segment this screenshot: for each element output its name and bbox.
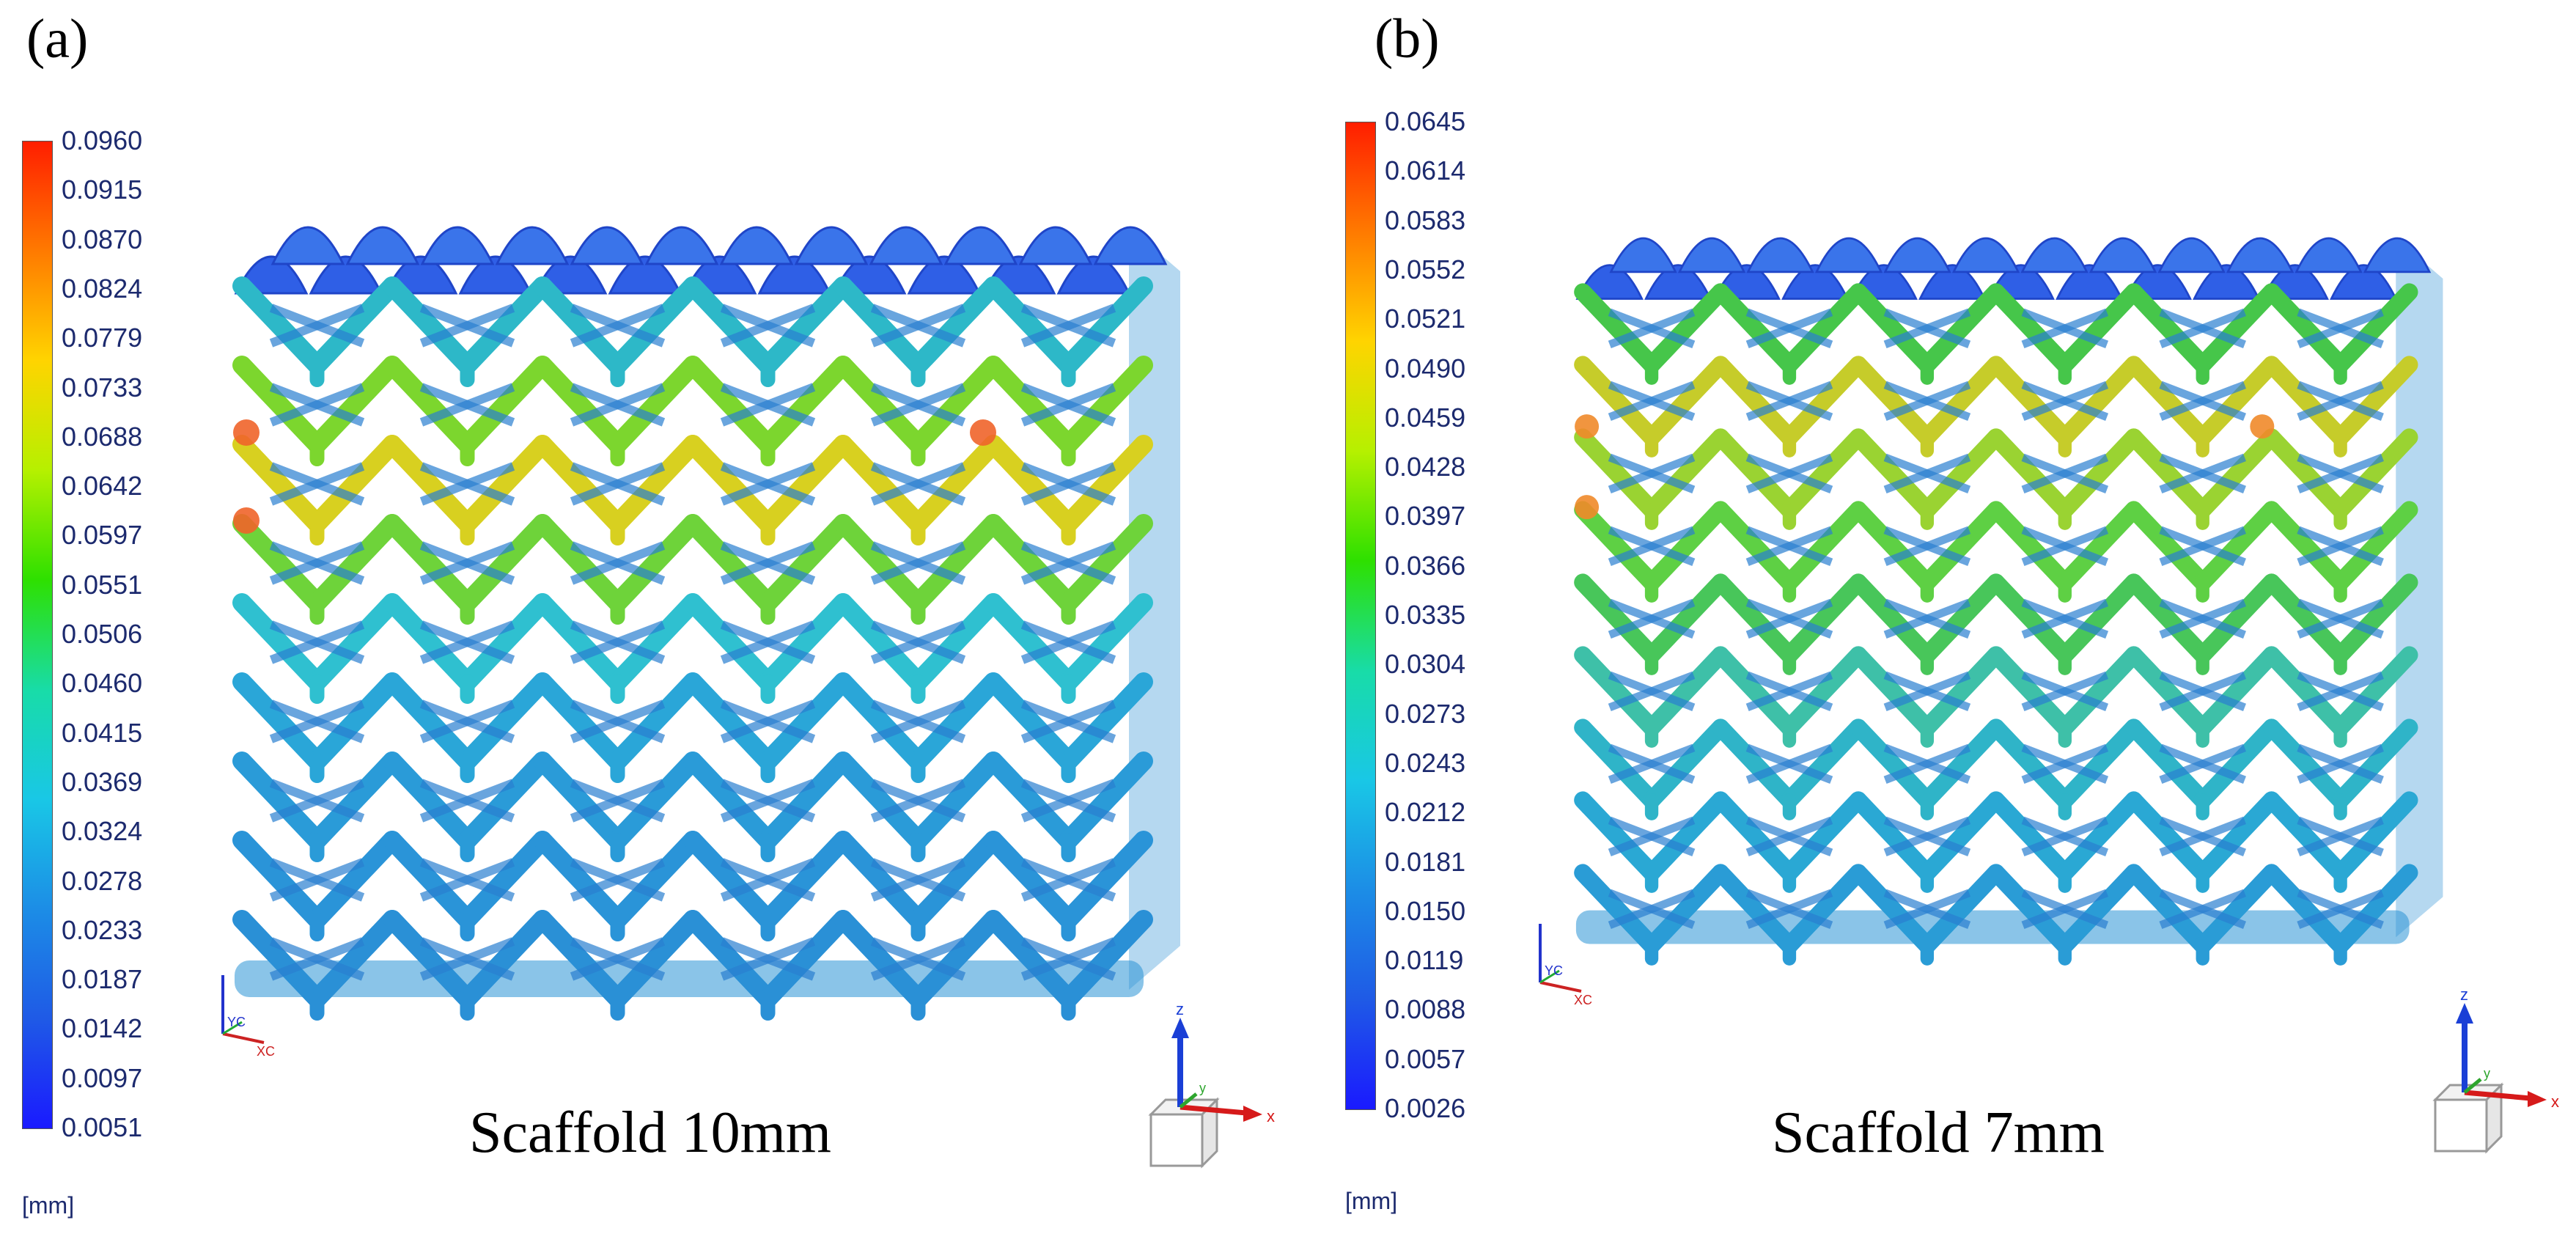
legend-tick: 0.0335 xyxy=(1385,600,1466,630)
scaffold-render xyxy=(1574,237,2443,966)
legend-tick: 0.0051 xyxy=(62,1112,143,1142)
legend-tick: 0.0960 xyxy=(62,125,143,155)
legend-tick: 0.0583 xyxy=(1385,205,1466,235)
legend-tick: 0.0181 xyxy=(1385,846,1466,877)
legend-tick: 0.0212 xyxy=(1385,797,1466,828)
legend-tick: 0.0915 xyxy=(62,174,143,205)
legend-tick: 0.0460 xyxy=(62,668,143,699)
color-legend-ticks: 0.0645 0.0614 0.0583 0.0552 0.0521 0.049… xyxy=(1385,106,1546,1123)
scaffold-render xyxy=(232,226,1180,1021)
view-triad-small: YC XC xyxy=(221,975,275,1059)
axis-label-x: x xyxy=(1267,1107,1275,1125)
axis-label-yc: YC xyxy=(1545,963,1563,978)
legend-tick: 0.0642 xyxy=(62,471,143,501)
panel-b: (b) 0.0645 0.0614 0.0583 0.0552 0.0521 0… xyxy=(1288,0,2576,1242)
legend-tick: 0.0088 xyxy=(1385,994,1466,1025)
legend-tick: 0.0304 xyxy=(1385,649,1466,680)
legend-tick: 0.0324 xyxy=(62,816,143,847)
legend-tick: 0.0233 xyxy=(62,914,143,945)
axis-label-z: z xyxy=(2460,990,2468,1004)
legend-tick: 0.0119 xyxy=(1385,945,1464,976)
legend-tick: 0.0614 xyxy=(1385,155,1466,186)
view-triad-small: YC XC xyxy=(1539,924,1592,1007)
legend-tick: 0.0870 xyxy=(62,224,143,254)
legend-tick: 0.0273 xyxy=(1385,698,1466,729)
legend-tick: 0.0551 xyxy=(62,569,143,600)
legend-tick: 0.0688 xyxy=(62,421,143,452)
legend-tick: 0.0552 xyxy=(1385,254,1466,284)
view-triad-cube: z x y xyxy=(2432,990,2559,1154)
legend-tick: 0.0187 xyxy=(62,964,143,995)
color-legend-bar xyxy=(1345,122,1376,1110)
color-legend-bar xyxy=(22,141,53,1129)
legend-unit: [mm] xyxy=(1345,1188,1398,1214)
legend-tick: 0.0521 xyxy=(1385,304,1466,334)
legend-tick: 0.0597 xyxy=(62,520,143,551)
panel-label: (b) xyxy=(1375,8,1440,70)
legend-tick: 0.0057 xyxy=(1385,1043,1466,1074)
legend-tick: 0.0645 xyxy=(1385,106,1466,136)
axis-label-xc: XC xyxy=(1574,993,1592,1007)
legend-tick: 0.0490 xyxy=(1385,353,1466,383)
color-legend-ticks: 0.0960 0.0915 0.0870 0.0824 0.0779 0.073… xyxy=(62,125,223,1142)
legend-tick: 0.0366 xyxy=(1385,550,1466,581)
legend-tick: 0.0369 xyxy=(62,766,143,797)
legend-tick: 0.0779 xyxy=(62,323,143,353)
axis-label-y: y xyxy=(2484,1066,2490,1081)
scaffold-caption: Scaffold 10mm xyxy=(469,1100,832,1165)
legend-tick: 0.0506 xyxy=(62,619,143,649)
legend-tick: 0.0415 xyxy=(62,717,143,748)
axis-label-y: y xyxy=(1199,1081,1206,1095)
legend-tick: 0.0459 xyxy=(1385,402,1466,433)
axis-label-z: z xyxy=(1176,1004,1184,1018)
panel-a: (a) 0.0960 0.0915 0.0870 0.0824 0.0779 0… xyxy=(22,8,1275,1219)
legend-tick: 0.0733 xyxy=(62,372,143,403)
legend-unit: [mm] xyxy=(22,1192,75,1219)
view-triad-cube: z x y xyxy=(1148,1004,1275,1169)
legend-tick: 0.0428 xyxy=(1385,452,1466,482)
legend-tick: 0.0142 xyxy=(62,1013,143,1044)
axis-label-xc: XC xyxy=(257,1044,275,1059)
legend-tick: 0.0824 xyxy=(62,273,143,304)
legend-tick: 0.0278 xyxy=(62,865,143,896)
legend-tick: 0.0243 xyxy=(1385,747,1466,778)
legend-tick: 0.0097 xyxy=(62,1062,143,1093)
legend-tick: 0.0026 xyxy=(1385,1093,1466,1123)
legend-tick: 0.0150 xyxy=(1385,895,1466,926)
scaffold-caption: Scaffold 7mm xyxy=(1772,1100,2105,1165)
axis-label-yc: YC xyxy=(227,1015,246,1029)
panel-label: (a) xyxy=(26,8,89,70)
legend-tick: 0.0397 xyxy=(1385,501,1466,532)
axis-label-x: x xyxy=(2551,1092,2559,1111)
